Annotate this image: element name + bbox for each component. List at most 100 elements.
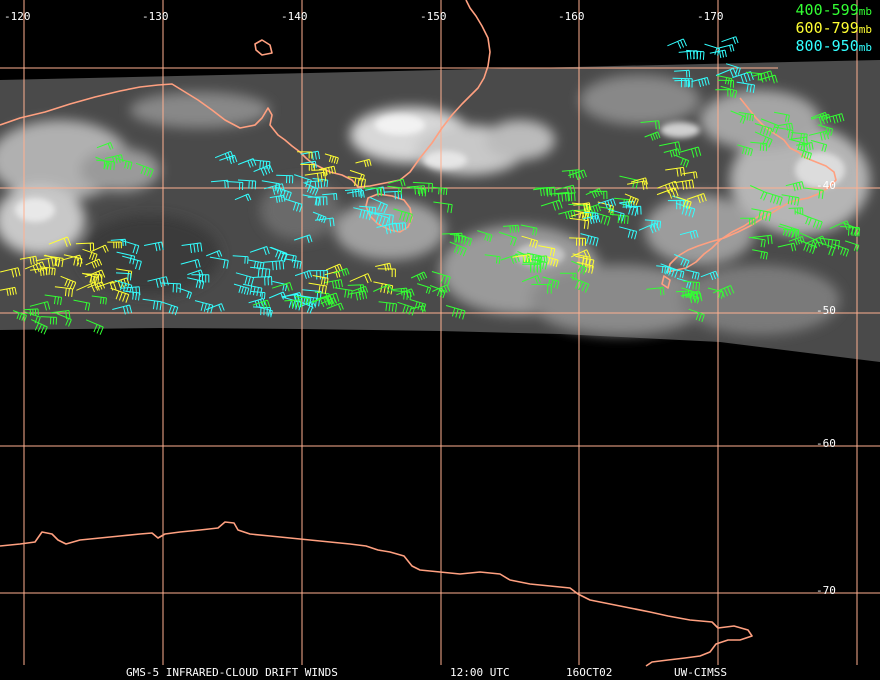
wind-barb (646, 287, 665, 296)
wind-barb (558, 209, 576, 220)
wind-barb (417, 283, 432, 295)
wind-barb (736, 81, 756, 93)
lon-label-130: -130 (142, 10, 169, 23)
wind-barb (120, 286, 141, 296)
wind-barb (785, 181, 805, 192)
wind-barb (284, 299, 303, 308)
wind-barb (253, 164, 274, 176)
wind-barb (252, 299, 271, 309)
wind-barb (412, 181, 433, 193)
wind-barb (55, 312, 72, 327)
wind-barb (808, 130, 829, 141)
wind-barb (160, 282, 181, 293)
wind-barb (40, 316, 58, 325)
wind-barb (526, 252, 542, 263)
wind-barb (433, 201, 453, 214)
wind-barb (840, 226, 860, 237)
wind-barb (353, 207, 372, 221)
wind-barb (270, 246, 288, 261)
wind-barb (572, 253, 591, 266)
wind-barb (583, 211, 599, 220)
caption-source: UW-CIMSS (674, 666, 727, 679)
wind-barb (573, 202, 591, 211)
wind-barb (135, 162, 154, 178)
graticule (0, 0, 880, 665)
wind-barb (235, 272, 255, 286)
wind-barb (751, 208, 772, 222)
wind-barb (250, 290, 266, 300)
wind-barb (575, 255, 595, 269)
wind-barb (294, 234, 313, 243)
wind-barb (432, 284, 451, 296)
wind-barb (429, 285, 446, 299)
wind-barb (263, 260, 285, 271)
wind-barb (39, 266, 56, 276)
wind-barb (782, 229, 800, 237)
wind-barb (583, 204, 602, 214)
wind-barb (43, 255, 64, 268)
wind-barb (673, 179, 695, 190)
wind-barb (252, 306, 271, 316)
wind-barb (359, 205, 377, 215)
wind-barb (303, 182, 319, 196)
wind-barb (660, 263, 679, 278)
wind-barb (317, 292, 340, 305)
wind-barb (752, 234, 773, 245)
wind-barb (294, 296, 310, 306)
wind-barb (181, 242, 203, 253)
wind-barb (720, 85, 738, 99)
wind-barb (709, 49, 727, 59)
wind-barb (373, 283, 393, 293)
wind-barb (264, 183, 286, 195)
lat-label-40: -40 (816, 179, 836, 192)
wind-barb (732, 71, 754, 84)
wind-barb (520, 224, 538, 236)
wind-barb (804, 187, 824, 199)
wind-barb (122, 255, 142, 271)
satellite-imagery (0, 60, 880, 362)
new-zealand-south-island (667, 201, 791, 273)
coastlines (0, 0, 837, 667)
wind-barb (364, 187, 382, 196)
wind-barb (717, 44, 735, 52)
wind-barb (498, 231, 517, 247)
wind-barb (314, 217, 335, 227)
wind-barb (805, 215, 823, 230)
wind-barb (630, 177, 648, 186)
wind-barb (374, 212, 394, 224)
wind-barb (304, 180, 323, 189)
wind-barb (512, 254, 532, 264)
caption-date: 16OCT02 (566, 666, 613, 679)
wind-barb (533, 187, 551, 197)
wind-barb (777, 122, 794, 131)
legend-range: 800-950 (795, 37, 859, 55)
wind-barbs (0, 36, 861, 335)
wind-barb (607, 208, 625, 222)
wind-barb (187, 277, 205, 290)
wind-barb (302, 295, 321, 307)
wind-barb (754, 123, 773, 137)
wind-barb (233, 283, 250, 296)
wind-barb (549, 191, 571, 203)
wind-barb (378, 301, 398, 313)
wind-barb (352, 285, 369, 296)
wind-barb (455, 233, 473, 247)
lon-label-170: -170 (697, 10, 724, 23)
wind-barb (749, 185, 768, 201)
wind-barb (234, 193, 252, 202)
island-north (254, 39, 273, 56)
wind-barb (348, 290, 368, 301)
wind-barb (570, 249, 591, 259)
wind-barb (85, 258, 103, 269)
wind-barb (683, 280, 701, 291)
lat-label-70: -70 (816, 584, 836, 597)
wind-barb (656, 187, 679, 199)
wind-barb (619, 202, 638, 217)
wind-barb (393, 208, 413, 224)
wind-barb (0, 286, 17, 296)
lat-label-60: -60 (816, 437, 836, 450)
wind-barb (431, 271, 451, 286)
wind-barb (777, 242, 797, 252)
wind-barb (300, 163, 315, 171)
wind-barb (638, 222, 660, 234)
